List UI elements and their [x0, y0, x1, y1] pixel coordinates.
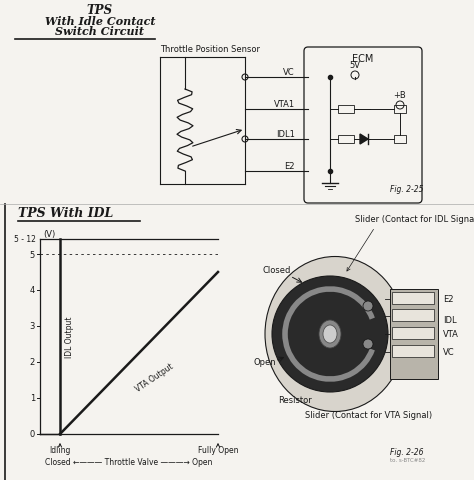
- Text: Switch Circuit: Switch Circuit: [55, 26, 145, 37]
- Text: 2: 2: [30, 358, 35, 367]
- Text: E2: E2: [284, 162, 295, 171]
- Text: Closed: Closed: [263, 265, 291, 275]
- Circle shape: [363, 301, 373, 312]
- Bar: [338, 136, 354, 144]
- Text: Slider (Contact for IDL Signal): Slider (Contact for IDL Signal): [355, 215, 474, 224]
- Text: VTA: VTA: [443, 330, 459, 339]
- Text: TPS: TPS: [87, 4, 113, 17]
- Text: VTA Output: VTA Output: [134, 361, 174, 393]
- Text: 3: 3: [29, 322, 35, 331]
- Text: IDL: IDL: [443, 316, 456, 325]
- Text: E2: E2: [443, 295, 454, 304]
- Ellipse shape: [319, 320, 341, 348]
- Circle shape: [363, 339, 373, 349]
- Text: 5 - 12: 5 - 12: [14, 235, 36, 244]
- Text: With Idle Contact: With Idle Contact: [45, 16, 155, 27]
- Text: Fully Open: Fully Open: [198, 445, 238, 454]
- Bar: [338, 106, 354, 114]
- Text: 0: 0: [30, 430, 35, 439]
- Text: to. s-BTC#82: to. s-BTC#82: [390, 457, 425, 462]
- Text: VTA1: VTA1: [274, 100, 295, 109]
- Text: (V): (V): [43, 229, 55, 239]
- Bar: [392, 327, 434, 339]
- Text: Throttle Position Sensor: Throttle Position Sensor: [160, 45, 260, 54]
- Text: ECM: ECM: [352, 54, 374, 64]
- Text: Closed ←——— Throttle Valve ———→ Open: Closed ←——— Throttle Valve ———→ Open: [46, 457, 213, 466]
- Text: VC: VC: [283, 68, 295, 77]
- Text: Fig. 2-25: Fig. 2-25: [390, 185, 423, 193]
- Text: Fig. 2-26: Fig. 2-26: [390, 447, 423, 456]
- Bar: [392, 309, 434, 321]
- Bar: [394, 106, 406, 114]
- Bar: [392, 345, 434, 357]
- Bar: [390, 289, 438, 379]
- Text: 4: 4: [30, 286, 35, 295]
- Text: IDL Output: IDL Output: [65, 316, 74, 358]
- Text: 5V: 5V: [349, 61, 361, 70]
- Ellipse shape: [265, 257, 405, 412]
- Text: 5: 5: [30, 250, 35, 259]
- Text: Slider (Contact for VTA Signal): Slider (Contact for VTA Signal): [305, 410, 432, 419]
- Text: VC: VC: [443, 348, 455, 357]
- Bar: [394, 136, 406, 144]
- Text: +B: +B: [393, 91, 406, 100]
- Text: Resistor: Resistor: [278, 395, 312, 404]
- Text: Idling: Idling: [49, 445, 71, 454]
- Text: TPS With IDL: TPS With IDL: [18, 206, 113, 219]
- Text: Open: Open: [254, 357, 276, 366]
- Bar: [392, 292, 434, 304]
- Text: IDL1: IDL1: [276, 130, 295, 139]
- Polygon shape: [360, 135, 368, 144]
- Text: 1: 1: [30, 394, 35, 403]
- Circle shape: [272, 276, 388, 392]
- Ellipse shape: [323, 325, 337, 343]
